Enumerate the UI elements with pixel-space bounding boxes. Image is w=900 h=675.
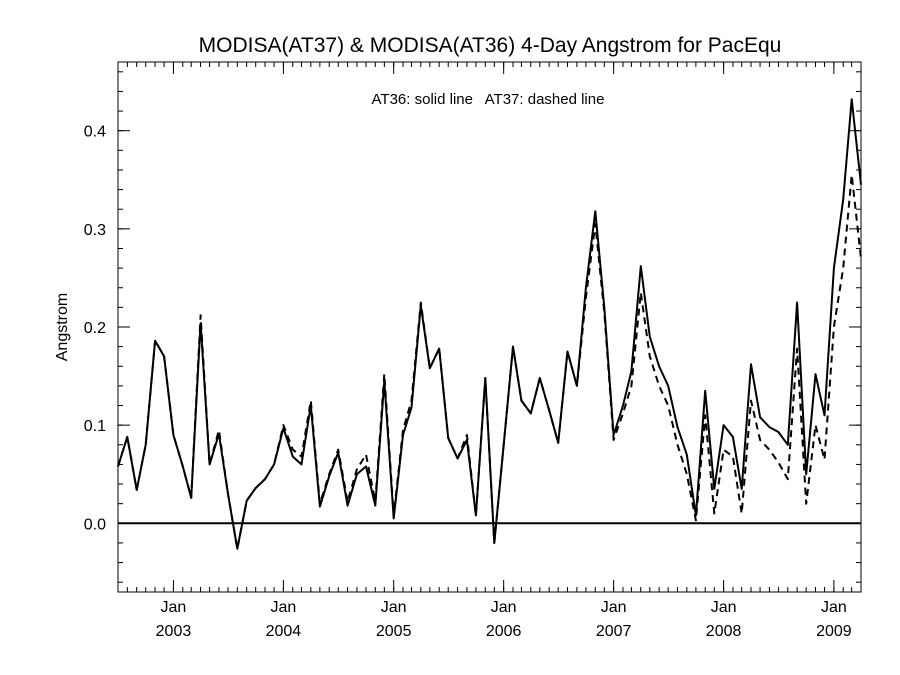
x-tick-month-label: Jan <box>711 599 737 616</box>
y-tick-label: 0.1 <box>84 418 106 435</box>
y-tick-label: 0.3 <box>84 222 106 239</box>
legend-annotation: AT36: solid line AT37: dashed line <box>372 91 605 108</box>
y-tick-label: 0.4 <box>84 124 106 141</box>
x-tick-month-label: Jan <box>161 599 187 616</box>
chart-title: MODISA(AT37) & MODISA(AT36) 4-Day Angstr… <box>199 34 782 57</box>
tick-labels: 0.0 0.1 0.2 0.3 0.4 Jan 2003 Jan 2004 Jan 2005 Jan 2… <box>84 124 852 640</box>
series-layer <box>117 98 862 550</box>
series-line-solid <box>117 98 862 550</box>
y-tick-label: 0.0 <box>84 516 106 533</box>
x-tick-year-label: 2006 <box>486 623 522 640</box>
x-tick-year-label: 2003 <box>156 623 192 640</box>
x-tick-year-label: 2008 <box>706 623 742 640</box>
major-ticks <box>118 62 861 592</box>
x-tick-year-label: 2005 <box>376 623 412 640</box>
x-tick-year-label: 2009 <box>816 623 852 640</box>
x-tick-month-label: Jan <box>491 599 517 616</box>
x-tick-year-label: 2004 <box>266 623 302 640</box>
y-axis-label: Angstrom <box>54 293 71 361</box>
minor-ticks <box>117 62 862 592</box>
x-tick-month-label: Jan <box>381 599 407 616</box>
x-tick-month-label: Jan <box>271 599 297 616</box>
series-line-dashed <box>117 173 862 550</box>
plot-frame <box>117 61 862 593</box>
y-tick-label: 0.2 <box>84 320 106 337</box>
x-tick-month-label: Jan <box>601 599 627 616</box>
x-tick-month-label: Jan <box>821 599 847 616</box>
x-tick-year-label: 2007 <box>596 623 632 640</box>
